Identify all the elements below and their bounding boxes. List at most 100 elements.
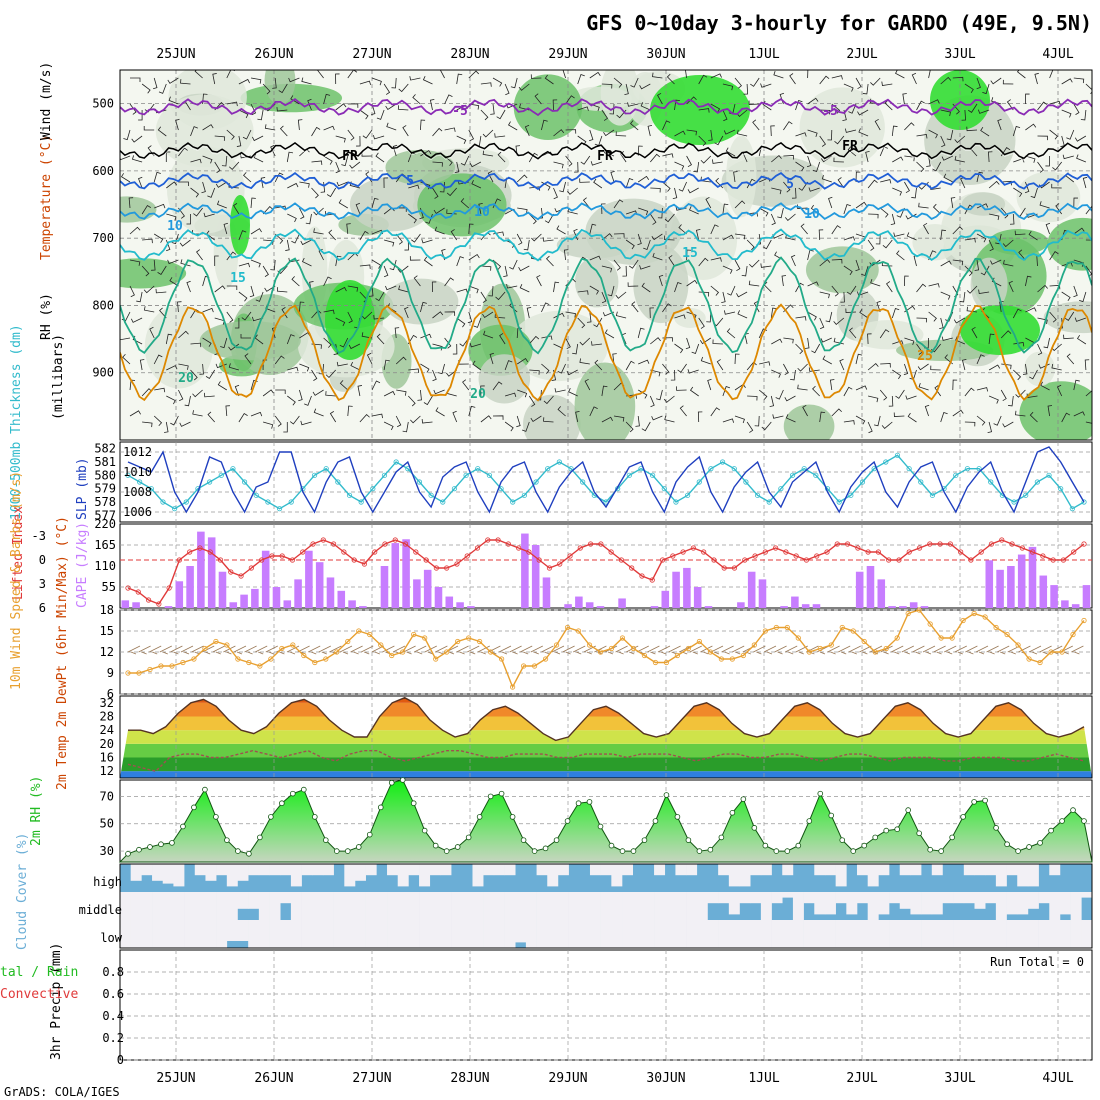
- wind-barb: [1073, 227, 1085, 235]
- cloud-gap: [589, 892, 601, 920]
- cloud-gap: [290, 864, 302, 887]
- run-total-label: Run Total = 0: [990, 955, 1084, 969]
- wind-barb: [568, 387, 578, 397]
- wind-tick: 6: [107, 687, 114, 701]
- cloud-gap: [782, 920, 794, 948]
- wind-barb: [843, 83, 854, 92]
- wind-barb: [404, 239, 409, 251]
- wind-speed-line-point: [389, 652, 395, 659]
- wind-barb: [153, 233, 164, 243]
- cape-bar: [812, 604, 821, 608]
- cloud-gap: [483, 892, 495, 920]
- wind-barb: [566, 369, 578, 376]
- wind-barb: [792, 187, 797, 199]
- cape-bar: [758, 579, 767, 608]
- cloud-gap: [472, 864, 484, 887]
- thickness-line-point: [160, 499, 166, 505]
- cape-bar: [251, 588, 259, 608]
- wind-barb: [849, 327, 857, 339]
- wind-barb: [987, 421, 993, 434]
- wind-barb: [827, 129, 833, 141]
- wind-barb: [685, 70, 687, 79]
- wind-barb: [762, 239, 772, 250]
- surface-barb: [202, 645, 215, 655]
- wind-barb: [698, 135, 707, 147]
- panel-frame: [119, 695, 1093, 779]
- wind-barb: [544, 213, 554, 224]
- rh-point: [762, 842, 769, 849]
- wind-barb: [647, 124, 653, 137]
- cloud-gap: [1049, 864, 1061, 876]
- cape-bar: [1007, 566, 1015, 608]
- rh-point: [784, 848, 791, 854]
- cloud-gap: [387, 892, 399, 920]
- wind-barb: [991, 97, 1002, 105]
- wind-barb: [298, 389, 303, 402]
- cloud-gap: [889, 920, 901, 948]
- lifted-index-line-point: [248, 565, 254, 571]
- thickness-line-point: [813, 472, 819, 478]
- wind-barb: [798, 181, 808, 191]
- wind-barb: [993, 415, 1002, 426]
- cloud-gap: [686, 864, 698, 876]
- wind-barb: [1076, 154, 1087, 163]
- surface-barb: [975, 645, 989, 655]
- cloud-gap: [152, 892, 164, 920]
- wind-barb: [528, 152, 538, 163]
- wind-barb: [589, 406, 598, 417]
- wind-barb: [186, 214, 191, 225]
- rh-point: [971, 799, 977, 805]
- cloud-gap: [632, 920, 644, 948]
- wind-barb: [577, 290, 589, 295]
- wind-barb: [627, 282, 639, 287]
- rh-point: [147, 844, 153, 850]
- wind-barb: [797, 363, 808, 372]
- cloud-gap: [654, 892, 666, 920]
- thickness-line-point: [778, 486, 784, 492]
- wind-barb: [976, 415, 986, 426]
- rh-point: [224, 837, 230, 843]
- wind-barb: [274, 172, 284, 183]
- wind-barb: [196, 249, 203, 261]
- date-label-top: 25JUN: [156, 47, 195, 62]
- wind-barb: [422, 75, 433, 85]
- cloud-gap: [814, 892, 826, 915]
- wind-speed-line-point: [982, 614, 988, 620]
- wind-barb: [203, 212, 215, 218]
- wind-barb: [881, 421, 893, 429]
- thickness-line-point: [1034, 479, 1040, 485]
- wind-barb: [686, 155, 692, 168]
- wind-barb: [736, 129, 748, 137]
- cloud-gap: [141, 920, 153, 948]
- thickness-line-point: [988, 479, 994, 485]
- isotherm-label: 10: [167, 219, 183, 234]
- wind-barb: [918, 202, 929, 209]
- cloud-gap: [322, 920, 334, 948]
- surface-barb: [435, 645, 448, 655]
- thickness-line-point: [428, 492, 434, 498]
- cloud-gap: [504, 892, 516, 920]
- wind-speed-line-point: [345, 638, 351, 645]
- lifted-index-line-point: [259, 557, 265, 563]
- wind-barb: [976, 233, 987, 243]
- wind-barb: [811, 343, 821, 354]
- wind-barb: [385, 103, 397, 110]
- wind-barb: [940, 76, 952, 85]
- rh-point: [235, 848, 241, 854]
- wind-barb: [543, 395, 554, 405]
- cloud-gap: [130, 864, 142, 881]
- wind-barb: [976, 387, 989, 392]
- rh-point: [553, 837, 560, 843]
- li-label: Lifted Index: [11, 506, 26, 600]
- wind-barb: [409, 76, 421, 81]
- cloud-gap: [515, 920, 527, 943]
- wind-barb: [624, 83, 629, 96]
- cloud-gap: [1059, 920, 1071, 948]
- thickness-line-point: [137, 479, 143, 485]
- cloud-gap: [376, 920, 388, 948]
- cloud-gap: [760, 920, 772, 948]
- wind-speed-line-point: [674, 652, 681, 659]
- wind-barb: [516, 233, 523, 246]
- wind-barb: [828, 196, 833, 209]
- wind-barb: [888, 395, 894, 407]
